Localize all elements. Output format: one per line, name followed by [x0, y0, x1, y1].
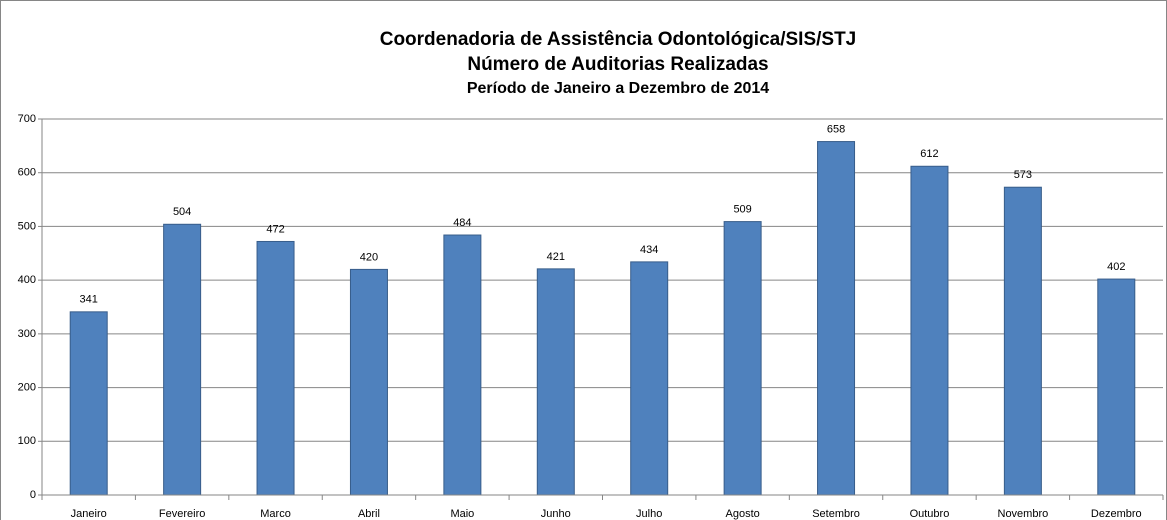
value-label: 341 [80, 294, 98, 306]
bar [349, 268, 388, 496]
y-tick-label: 200 [18, 381, 36, 393]
y-tick-label: 700 [18, 113, 36, 125]
x-tick-label: Fevereiro [159, 508, 205, 520]
bar [256, 240, 295, 496]
value-label: 402 [1107, 261, 1125, 273]
bar [1097, 278, 1136, 496]
x-tick-label: Setembro [812, 508, 860, 520]
bar [69, 311, 108, 496]
y-tick-label: 600 [18, 167, 36, 179]
bar [723, 221, 762, 496]
bar [163, 223, 202, 496]
value-label: 420 [360, 251, 378, 263]
value-label: 658 [827, 123, 845, 135]
chart-title: Coordenadoria de Assistência Odontológic… [380, 29, 857, 50]
y-tick-label: 300 [18, 328, 36, 340]
value-label: 573 [1014, 169, 1032, 181]
chart-subtitle: Número de Auditorias Realizadas [467, 54, 768, 75]
y-tick-label: 400 [18, 274, 36, 286]
x-tick-label: Dezembro [1091, 508, 1142, 520]
bar [910, 165, 949, 496]
value-label: 421 [547, 251, 565, 263]
x-tick-label: Julho [636, 508, 662, 520]
value-label: 504 [173, 206, 191, 218]
x-tick-label: Maio [450, 508, 474, 520]
x-tick-label: Junho [541, 508, 571, 520]
x-tick-label: Novembro [998, 508, 1049, 520]
y-tick-label: 500 [18, 220, 36, 232]
y-tick-label: 100 [18, 435, 36, 447]
value-label: 484 [453, 217, 471, 229]
value-label: 509 [733, 204, 751, 216]
x-tick-label: Marco [260, 508, 291, 520]
y-tick-label: 0 [30, 489, 36, 501]
value-label: 612 [920, 148, 938, 160]
x-tick-label: Abril [358, 508, 380, 520]
value-label: 472 [266, 223, 284, 235]
bar [630, 261, 669, 496]
bar [443, 234, 482, 496]
bar [817, 141, 856, 496]
x-tick-label: Outubro [910, 508, 950, 520]
chart-period: Período de Janeiro a Dezembro de 2014 [467, 80, 769, 97]
value-label: 434 [640, 244, 658, 256]
x-tick-label: Janeiro [71, 508, 107, 520]
bar [1003, 186, 1042, 496]
bar [536, 268, 575, 496]
x-tick-label: Agosto [726, 508, 760, 520]
